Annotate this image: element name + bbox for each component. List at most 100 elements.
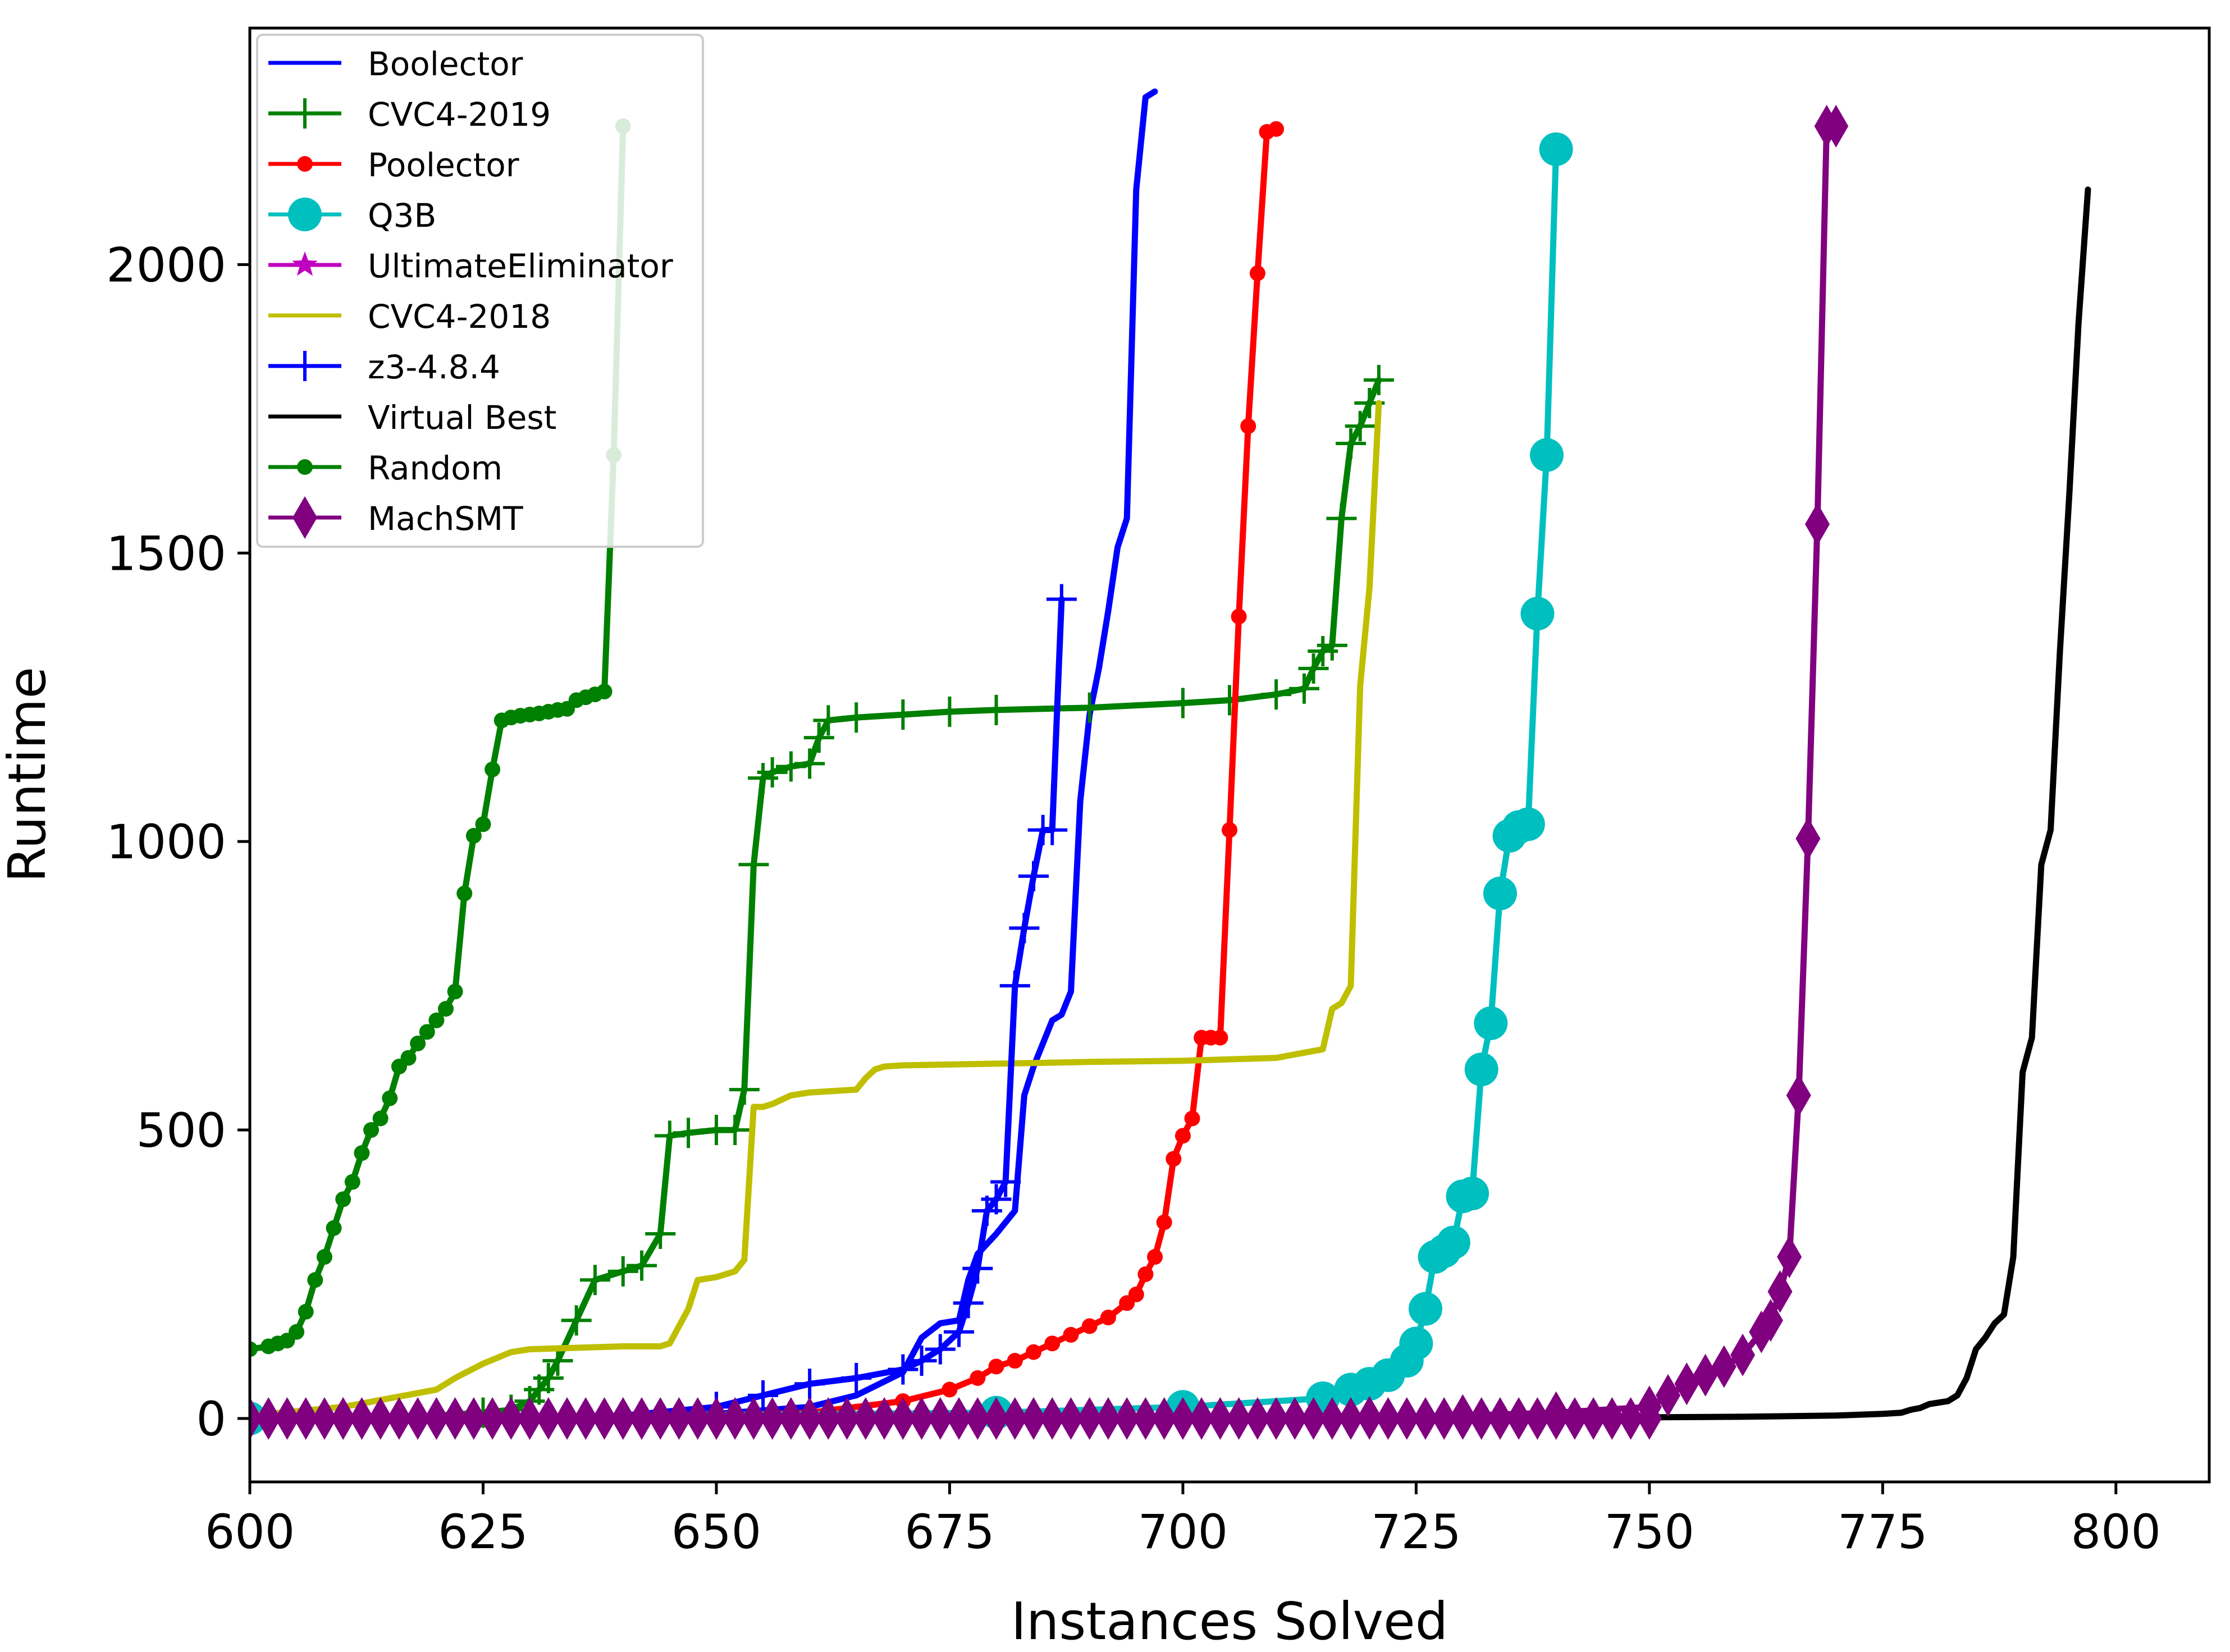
z3-4-8-4-point <box>981 1184 1012 1215</box>
plot-frame <box>248 26 2211 1484</box>
z3-4-8-4-point <box>841 1363 872 1393</box>
poolector-point <box>1026 1344 1041 1360</box>
cvc4-2019-point <box>654 1120 685 1151</box>
machsmt-point <box>1077 1397 1102 1440</box>
machsmt-point <box>816 1397 841 1440</box>
random-point <box>438 1001 454 1017</box>
random-point <box>475 816 491 832</box>
x-tick-label: 675 <box>904 1504 994 1559</box>
machsmt-point <box>368 1397 393 1440</box>
cvc4-2019-point <box>888 699 918 730</box>
cvc4-2019-point <box>720 1115 751 1146</box>
machsmt-point <box>1133 1397 1158 1440</box>
random-point <box>298 1303 314 1320</box>
z3-4-8-4-point <box>794 1369 825 1399</box>
machsmt-point <box>760 1397 785 1440</box>
machsmt-point <box>1637 1385 1662 1429</box>
machsmt-point <box>778 1397 803 1440</box>
z3-4-8-4-point <box>748 1380 779 1411</box>
cvc4-2019-point <box>579 1265 610 1296</box>
machsmt-point <box>1450 1394 1475 1437</box>
machsmt-point <box>685 1397 710 1440</box>
machsmt-point <box>386 1397 412 1440</box>
machsmt-point <box>517 1397 542 1440</box>
machsmt-point <box>1226 1397 1251 1440</box>
series-poolector <box>615 121 1285 1425</box>
cvc4-2019-point <box>738 849 769 880</box>
series-cvc4-2018 <box>250 400 1382 1419</box>
machsmt-point <box>1469 1397 1494 1440</box>
poolector-point <box>1063 1326 1079 1343</box>
machsmt-point <box>1264 1397 1289 1440</box>
machsmt-point <box>1040 1397 1065 1440</box>
z3-4-8-4-point <box>990 1166 1021 1197</box>
poolector-point <box>1212 1029 1228 1046</box>
machsmt-point <box>1208 1397 1233 1440</box>
z3-4-8-4-point <box>925 1334 956 1365</box>
cvc4-2019-point <box>794 748 825 779</box>
cvc4-2019-point <box>775 751 806 782</box>
machsmt-point <box>853 1397 878 1440</box>
machsmt-point <box>1282 1397 1308 1440</box>
legend-label: UltimateEliminator <box>368 247 673 285</box>
random-point <box>326 1220 342 1236</box>
poolector-point <box>1156 1214 1172 1230</box>
machsmt-point <box>1795 817 1821 861</box>
machsmt-point <box>1581 1397 1606 1440</box>
z3-4-8-4-point <box>1018 861 1049 891</box>
poolector-point <box>1249 265 1265 281</box>
random-point <box>372 1110 389 1127</box>
q3b-point <box>1464 1052 1498 1087</box>
q3b-point <box>1483 876 1517 910</box>
machsmt-point <box>275 1397 300 1440</box>
poolector-point <box>1081 1318 1098 1334</box>
legend-item-virtual-best: Virtual Best <box>268 399 556 437</box>
machsmt-point <box>1357 1395 1382 1439</box>
machsmt-point <box>1562 1397 1587 1440</box>
cvc4-2018-line <box>250 400 1382 1419</box>
virtual-best-line <box>250 186 2091 1422</box>
machsmt-point <box>555 1397 580 1440</box>
machsmt-point <box>629 1397 654 1440</box>
q3b-point <box>1474 1006 1508 1040</box>
x-tick-label: 625 <box>438 1504 528 1559</box>
machsmt-point <box>1376 1397 1401 1440</box>
legend-label: Boolector <box>368 45 523 83</box>
x-tick-label: 775 <box>1838 1504 1927 1559</box>
random-point <box>354 1145 370 1161</box>
y-tick-label: 0 <box>197 1392 226 1447</box>
cvc4-2019-point <box>533 1363 564 1393</box>
machsmt-point <box>834 1397 860 1440</box>
boolector-line <box>250 88 1158 1422</box>
poolector-point <box>1147 1249 1163 1265</box>
legend-item-cvc4-2019: CVC4-2019 <box>268 95 551 134</box>
poolector-point <box>1137 1266 1154 1282</box>
machsmt-point <box>648 1397 673 1440</box>
legend-item-poolector: Poolector <box>268 146 519 184</box>
y-axis: 0 500 1000 1500 2000 <box>106 237 250 1447</box>
machsmt-point <box>1487 1397 1512 1440</box>
poolector-point <box>970 1370 986 1386</box>
random-point <box>410 1035 426 1051</box>
machsmt-point <box>536 1397 561 1440</box>
machsmt-point <box>965 1397 990 1440</box>
machsmt-point <box>424 1397 449 1440</box>
legend-label: Virtual Best <box>368 399 556 437</box>
machsmt-point <box>442 1397 468 1440</box>
random-point <box>447 983 463 1000</box>
q3b-point <box>1455 1177 1489 1211</box>
machsmt-point <box>1656 1374 1681 1417</box>
machsmt-point <box>499 1397 524 1440</box>
legend-swatch-marker <box>293 496 317 539</box>
machsmt-point <box>1711 1345 1737 1388</box>
cvc4-2019-point <box>1345 411 1376 442</box>
machsmt-point <box>1301 1397 1326 1440</box>
poolector-point <box>1007 1353 1023 1369</box>
random-point <box>250 1341 258 1357</box>
machsmt-point <box>256 1397 281 1440</box>
random-point <box>363 1122 380 1138</box>
z3-4-8-4-point <box>944 1316 975 1347</box>
cvc4-2019-point <box>1317 630 1347 661</box>
machsmt-point <box>1525 1397 1550 1440</box>
